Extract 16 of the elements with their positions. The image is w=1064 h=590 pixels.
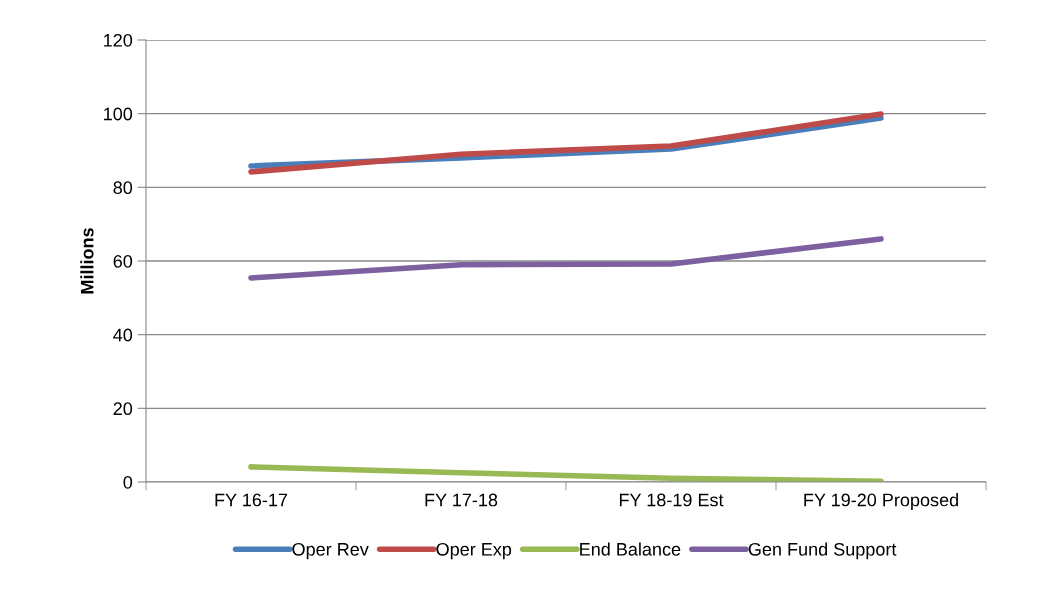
- y-tick-label: 20: [113, 402, 133, 416]
- y-tick-label: 120: [104, 33, 133, 47]
- y-tick-label: 80: [113, 181, 133, 195]
- x-tick-label: FY 17-18: [425, 493, 498, 507]
- x-tick-label: FY 19-20 Proposed: [804, 493, 958, 510]
- x-tick-label: FY 18-19 Est: [619, 493, 724, 507]
- legend-label: End Balance: [580, 542, 681, 556]
- legend-label: Gen Fund Support: [748, 542, 897, 560]
- legend-label: Oper Rev: [292, 542, 369, 560]
- legend-label: Oper Exp: [436, 542, 512, 560]
- y-tick-label: 60: [113, 254, 133, 268]
- y-tick-label: 100: [104, 107, 133, 121]
- y-tick-label: 0: [123, 475, 133, 489]
- y-tick-label: 40: [113, 328, 133, 342]
- x-tick-label: FY 16-17: [215, 493, 288, 507]
- y-axis-title: Millions: [80, 228, 94, 294]
